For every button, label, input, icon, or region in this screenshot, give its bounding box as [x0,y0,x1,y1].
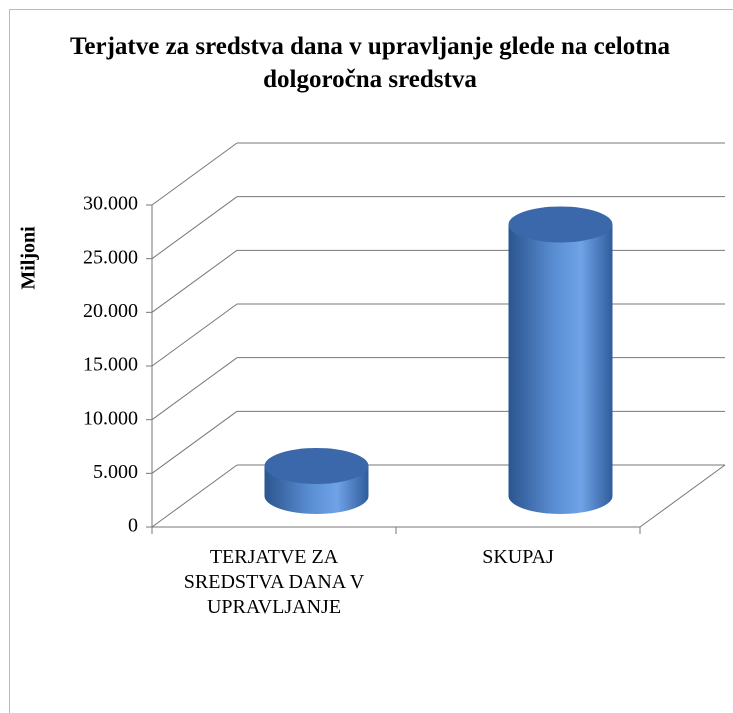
y-tick-label: 5.000 [93,461,138,483]
y-tick-label: 30.000 [83,193,138,215]
y-axis-label: Miljoni [18,226,40,290]
y-tick-label: 15.000 [83,354,138,376]
y-tick-label: 25.000 [83,246,138,268]
x-tick-label: SKUPAJ [482,546,554,568]
grid-line [151,357,238,421]
grid-line [151,303,238,367]
grid-line [151,142,238,206]
frame [9,9,733,713]
bar-top [508,206,613,243]
chart-title: Terjatve za sredstva dana v upravljanje … [70,33,670,93]
x-tick-label: TERJATVE ZA SREDSTVA DANA V UPRAVLJANJE [183,546,365,618]
grid-line [151,249,238,313]
bar [508,224,613,515]
grid-line [151,464,238,528]
grid-line [151,196,238,260]
grid-line [151,410,238,474]
y-tick-label: 20.000 [83,300,138,322]
y-tick-label: 0 [128,515,138,537]
y-tick-label: 10.000 [83,407,138,429]
floor-right [639,464,726,528]
bar-top [264,447,369,484]
